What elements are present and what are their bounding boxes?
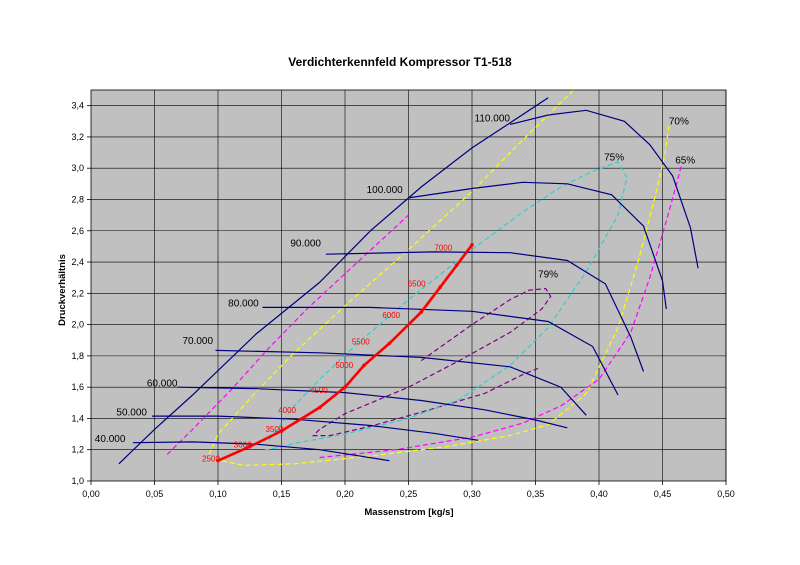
- speed-line-80000: [262, 306, 619, 396]
- x-tick-label: 0,05: [146, 489, 164, 499]
- speed-line-50000: [152, 415, 479, 441]
- speed-line-label: 40.000: [95, 434, 126, 445]
- y-tick-label: 2,4: [71, 257, 84, 267]
- operating-point: [419, 310, 424, 314]
- speed-line-label: 110.000: [475, 113, 511, 124]
- y-tick-label: 1,6: [71, 382, 84, 392]
- y-tick-label: 2,6: [71, 226, 84, 236]
- operating-point-label: 5500: [352, 337, 370, 346]
- x-tick-label: 0,45: [654, 489, 672, 499]
- plot-border: [90, 89, 727, 482]
- operating-point-label: 5000: [335, 361, 353, 370]
- efficiency-label: 79%: [538, 270, 558, 281]
- x-tick-label: 0,25: [400, 489, 418, 499]
- operating-point-label: 2500: [202, 455, 220, 464]
- operating-point-label: 3000: [234, 441, 252, 450]
- y-tick-label: 1,2: [71, 445, 84, 455]
- x-axis-title: Massenstrom [kg/s]: [364, 507, 453, 518]
- operating-point-label: 4000: [278, 406, 296, 415]
- y-tick-label: 3,2: [71, 132, 84, 142]
- efficiency-label: 75%: [604, 152, 624, 163]
- efficiency-label: 70%: [669, 116, 689, 127]
- y-tick-label: 2,2: [71, 288, 84, 298]
- y-tick-label: 3,4: [71, 101, 84, 111]
- x-tick-label: 0,10: [209, 489, 227, 499]
- speed-line-70000: [215, 349, 587, 416]
- efficiency-contour-65pct: [166, 214, 409, 455]
- x-tick-label: 0,50: [717, 489, 735, 499]
- x-tick-label: 0,15: [273, 489, 291, 499]
- speed-line-label: 70.000: [182, 336, 213, 347]
- operating-point: [343, 385, 347, 389]
- operating-point-label: 3500: [266, 425, 284, 434]
- operating-point-label: 7000: [434, 244, 452, 253]
- x-tick-label: 0,30: [463, 489, 481, 499]
- operating-point: [216, 458, 220, 463]
- speed-line-label: 60.000: [147, 378, 178, 389]
- x-tick-label: 0,35: [527, 489, 545, 499]
- y-tick-label: 1,0: [71, 476, 84, 486]
- efficiency-contour-79pct: [311, 287, 552, 437]
- y-tick-label: 1,4: [71, 413, 84, 423]
- speed-line-label: 90.000: [290, 238, 321, 249]
- operating-point: [470, 243, 474, 247]
- y-tick-label: 2,8: [71, 194, 84, 204]
- y-axis-title: Druckverhältnis: [57, 254, 68, 326]
- speed-line-100000: [408, 181, 667, 310]
- x-tick-label: 0,00: [82, 489, 100, 499]
- operating-point: [247, 444, 252, 449]
- efficiency-contour-75pct: [265, 161, 628, 451]
- operating-point: [279, 429, 284, 433]
- operating-point: [438, 285, 443, 289]
- chart-title: Verdichterkennfeld Kompressor T1-518: [288, 55, 512, 69]
- efficiency-label: 65%: [675, 156, 695, 167]
- y-tick-label: 1,8: [71, 351, 84, 361]
- speed-line-label: 50.000: [116, 407, 147, 418]
- operating-point-label: 6500: [408, 280, 426, 289]
- surge-line: [118, 97, 549, 465]
- x-tick-label: 0,40: [590, 489, 608, 499]
- operating-point-label: 6000: [382, 311, 400, 320]
- y-tick-label: 2,0: [71, 320, 84, 330]
- operating-point: [317, 405, 322, 410]
- efficiency-contour-70pct: [214, 125, 670, 467]
- efficiency-contour-65pct: [319, 164, 683, 459]
- speed-line-90000: [325, 251, 645, 372]
- speed-line-110000: [509, 109, 699, 269]
- operating-point-label: 4500: [310, 386, 328, 395]
- speed-line-60000: [177, 386, 568, 429]
- x-tick-label: 0,20: [336, 489, 354, 499]
- operating-point: [454, 263, 459, 267]
- speed-line-label: 100.000: [367, 185, 404, 196]
- efficiency-contour-70pct: [208, 89, 575, 455]
- plot-area: 0,00 0,05 0,10 0,15 0,20 0,25 0,30 0,35 0,40 0,45…: [71, 89, 735, 499]
- operating-point: [387, 341, 392, 346]
- y-tick-label: 3,0: [71, 163, 84, 173]
- operating-point: [362, 363, 366, 368]
- speed-line-label: 80.000: [228, 299, 259, 310]
